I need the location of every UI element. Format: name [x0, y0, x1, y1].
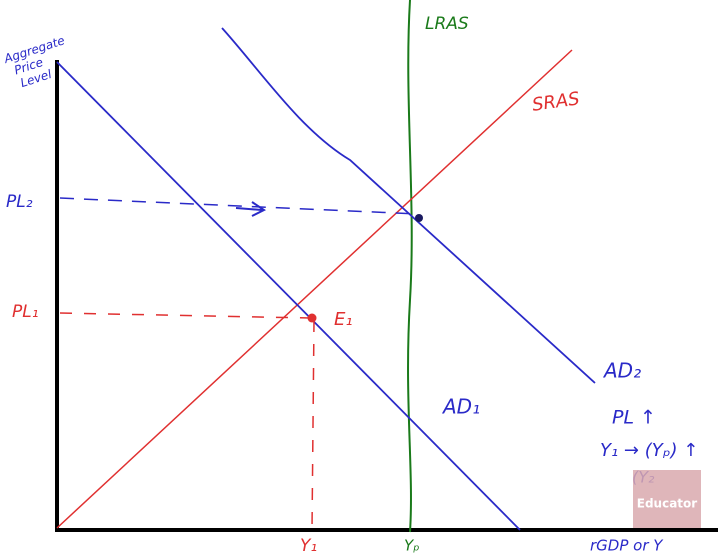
sras-curve — [56, 49, 573, 529]
ad1-curve — [56, 61, 521, 531]
ad2-label: AD₂ — [602, 359, 641, 383]
pl1-guide — [59, 312, 311, 319]
pl2-guide — [59, 197, 419, 215]
equilibrium-e2 — [415, 214, 423, 222]
y1-guide — [311, 319, 315, 531]
yp-label: Yₚ — [404, 537, 420, 554]
equilibrium-e1 — [307, 313, 317, 323]
e1-label: E₁ — [334, 309, 353, 330]
ad1-label: AD₁ — [441, 395, 480, 419]
pl1-label: PL₁ — [12, 302, 39, 322]
y1-label: Y₁ — [300, 536, 317, 554]
shift-arrow — [235, 201, 266, 217]
x-axis-label: rGDP or Y — [590, 537, 664, 554]
lras-label: LRAS — [425, 14, 469, 34]
ad2-curve — [221, 27, 596, 384]
pl2-label: PL₂ — [6, 192, 33, 212]
lras-curve — [407, 0, 413, 533]
watermark-box — [633, 470, 701, 528]
note: Y₁ → (Yₚ) ↑ — [600, 440, 698, 461]
watermark: Educator — [637, 497, 698, 511]
note: PL ↑ — [612, 407, 656, 429]
